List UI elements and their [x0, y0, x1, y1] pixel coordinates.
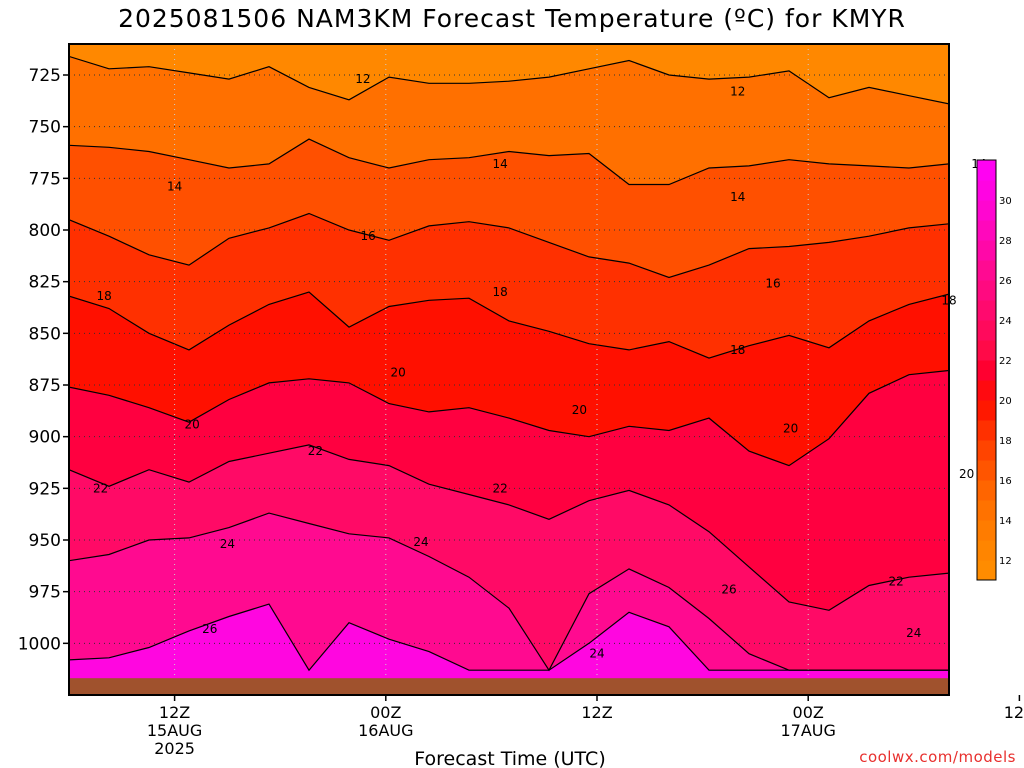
- colorbar-label: 16: [999, 476, 1012, 487]
- colorbar-swatch: [977, 340, 996, 361]
- contour-labels: 1212141414141616181818182020202020202222…: [93, 72, 987, 661]
- colorbar-label: 30: [999, 196, 1012, 207]
- y-tick-label: 800: [29, 221, 61, 241]
- y-tick-label: 900: [29, 428, 61, 448]
- x-axis: 12Z15AUG202500Z16AUG12Z00Z17AUG12Z: [147, 695, 1024, 758]
- contour-label: 14: [730, 190, 745, 204]
- colorbar-label: 22: [999, 356, 1012, 367]
- colorbar-swatch: [977, 500, 996, 521]
- y-tick-label: 775: [29, 169, 61, 189]
- isotherm-26: [69, 603, 949, 672]
- colorbar-label: 28: [999, 236, 1012, 247]
- colorbar-swatch: [977, 520, 996, 541]
- contour-label: 20: [959, 467, 974, 481]
- x-tick-label: 2025: [154, 739, 195, 758]
- plot-frame: [68, 43, 950, 696]
- contour-label: 24: [413, 535, 428, 549]
- colorbar-swatch: [977, 480, 996, 501]
- colorbar-swatch: [977, 300, 996, 321]
- colorbar-swatch: [977, 560, 996, 581]
- contour-label: 22: [308, 444, 323, 458]
- y-tick-label: 925: [29, 479, 61, 499]
- y-tick-label: 725: [29, 66, 61, 86]
- grid-lines: [69, 44, 949, 695]
- x-axis-title: Forecast Time (UTC): [414, 748, 605, 768]
- chart-title: 2025081506 NAM3KM Forecast Temperature (…: [118, 4, 906, 33]
- colorbar-label: 18: [999, 436, 1012, 447]
- isotherm-lines: [69, 55, 949, 672]
- isotherm-14: [69, 138, 949, 186]
- colorbar-swatch: [977, 420, 996, 441]
- x-tick-label: 16AUG: [358, 721, 413, 740]
- contour-label: 16: [361, 229, 376, 243]
- colorbar-label: 24: [999, 316, 1012, 327]
- colorbar-label: 20: [999, 396, 1012, 407]
- contour-label: 20: [185, 417, 200, 431]
- colorbar-swatch: [977, 240, 996, 261]
- colorbar-label: 26: [999, 276, 1012, 287]
- colorbar-swatch: [977, 200, 996, 221]
- contour-label: 22: [889, 574, 904, 588]
- colorbar-frame: [976, 159, 997, 581]
- y-tick-label: 950: [29, 531, 61, 551]
- contour-label: 26: [721, 583, 736, 597]
- colorbar-label: 12: [999, 556, 1012, 567]
- contour-label: 20: [783, 421, 798, 435]
- contour-label: 18: [493, 285, 508, 299]
- contour-label: 20: [390, 366, 405, 380]
- y-tick-label: 875: [29, 376, 61, 396]
- y-axis: 725 750 775 800 825 850 875 900 925 950 975 1000: [18, 66, 69, 654]
- contour-label: 26: [202, 622, 217, 636]
- x-tick-label: 00Z: [370, 703, 401, 722]
- isotherm-16: [69, 212, 949, 279]
- isotherm-22: [69, 444, 949, 611]
- band-fill-26: [69, 604, 949, 695]
- isotherm-12: [69, 55, 949, 105]
- contour-label: 22: [493, 481, 508, 495]
- colorbar-swatch: [977, 440, 996, 461]
- colorbar-swatch: [977, 160, 996, 181]
- contour-label: 14: [493, 157, 508, 171]
- credit-text: coolwx.com/models: [859, 748, 1016, 766]
- colorbar-swatch: [977, 220, 996, 241]
- contour-label: 22: [93, 481, 108, 495]
- colorbar-label: 14: [999, 516, 1012, 527]
- colorbar-swatch: [977, 320, 996, 341]
- colorbar: 12 14 16 18 20 22 24 26 28 30: [976, 159, 1012, 581]
- contour-label: 14: [167, 180, 182, 194]
- x-tick-label: 15AUG: [147, 721, 202, 740]
- colorbar-swatch: [977, 380, 996, 401]
- y-tick-label: 825: [29, 273, 61, 293]
- x-tick-label: 12Z: [1004, 703, 1024, 722]
- colorbar-swatch: [977, 180, 996, 201]
- colorbar-swatch: [977, 280, 996, 301]
- contour-label: 16: [765, 277, 780, 291]
- isotherm-20: [69, 369, 949, 467]
- x-tick-label: 12Z: [159, 703, 190, 722]
- contour-label: 18: [730, 343, 745, 357]
- y-tick-label: 975: [29, 583, 61, 603]
- y-tick-label: 850: [29, 324, 61, 344]
- contour-label: 18: [97, 289, 112, 303]
- isotherm-18: [69, 291, 949, 359]
- x-tick-label: 12Z: [581, 703, 612, 722]
- y-tick-label: 1000: [18, 634, 61, 654]
- colorbar-swatch: [977, 260, 996, 281]
- contour-label: 12: [730, 85, 745, 99]
- y-tick-label: 750: [29, 118, 61, 138]
- contour-label: 20: [572, 403, 587, 417]
- x-tick-label: 00Z: [793, 703, 824, 722]
- colorbar-swatch: [977, 540, 996, 561]
- temperature-fill-layer: [69, 44, 949, 695]
- ground-surface: [69, 678, 949, 695]
- contour-label: 24: [220, 537, 235, 551]
- colorbar-swatch: [977, 360, 996, 381]
- contour-label: 24: [906, 626, 921, 640]
- contour-label: 24: [589, 647, 604, 661]
- x-tick-label: 17AUG: [780, 721, 835, 740]
- colorbar-swatch: [977, 400, 996, 421]
- colorbar-swatch: [977, 460, 996, 481]
- contour-label: 12: [355, 72, 370, 86]
